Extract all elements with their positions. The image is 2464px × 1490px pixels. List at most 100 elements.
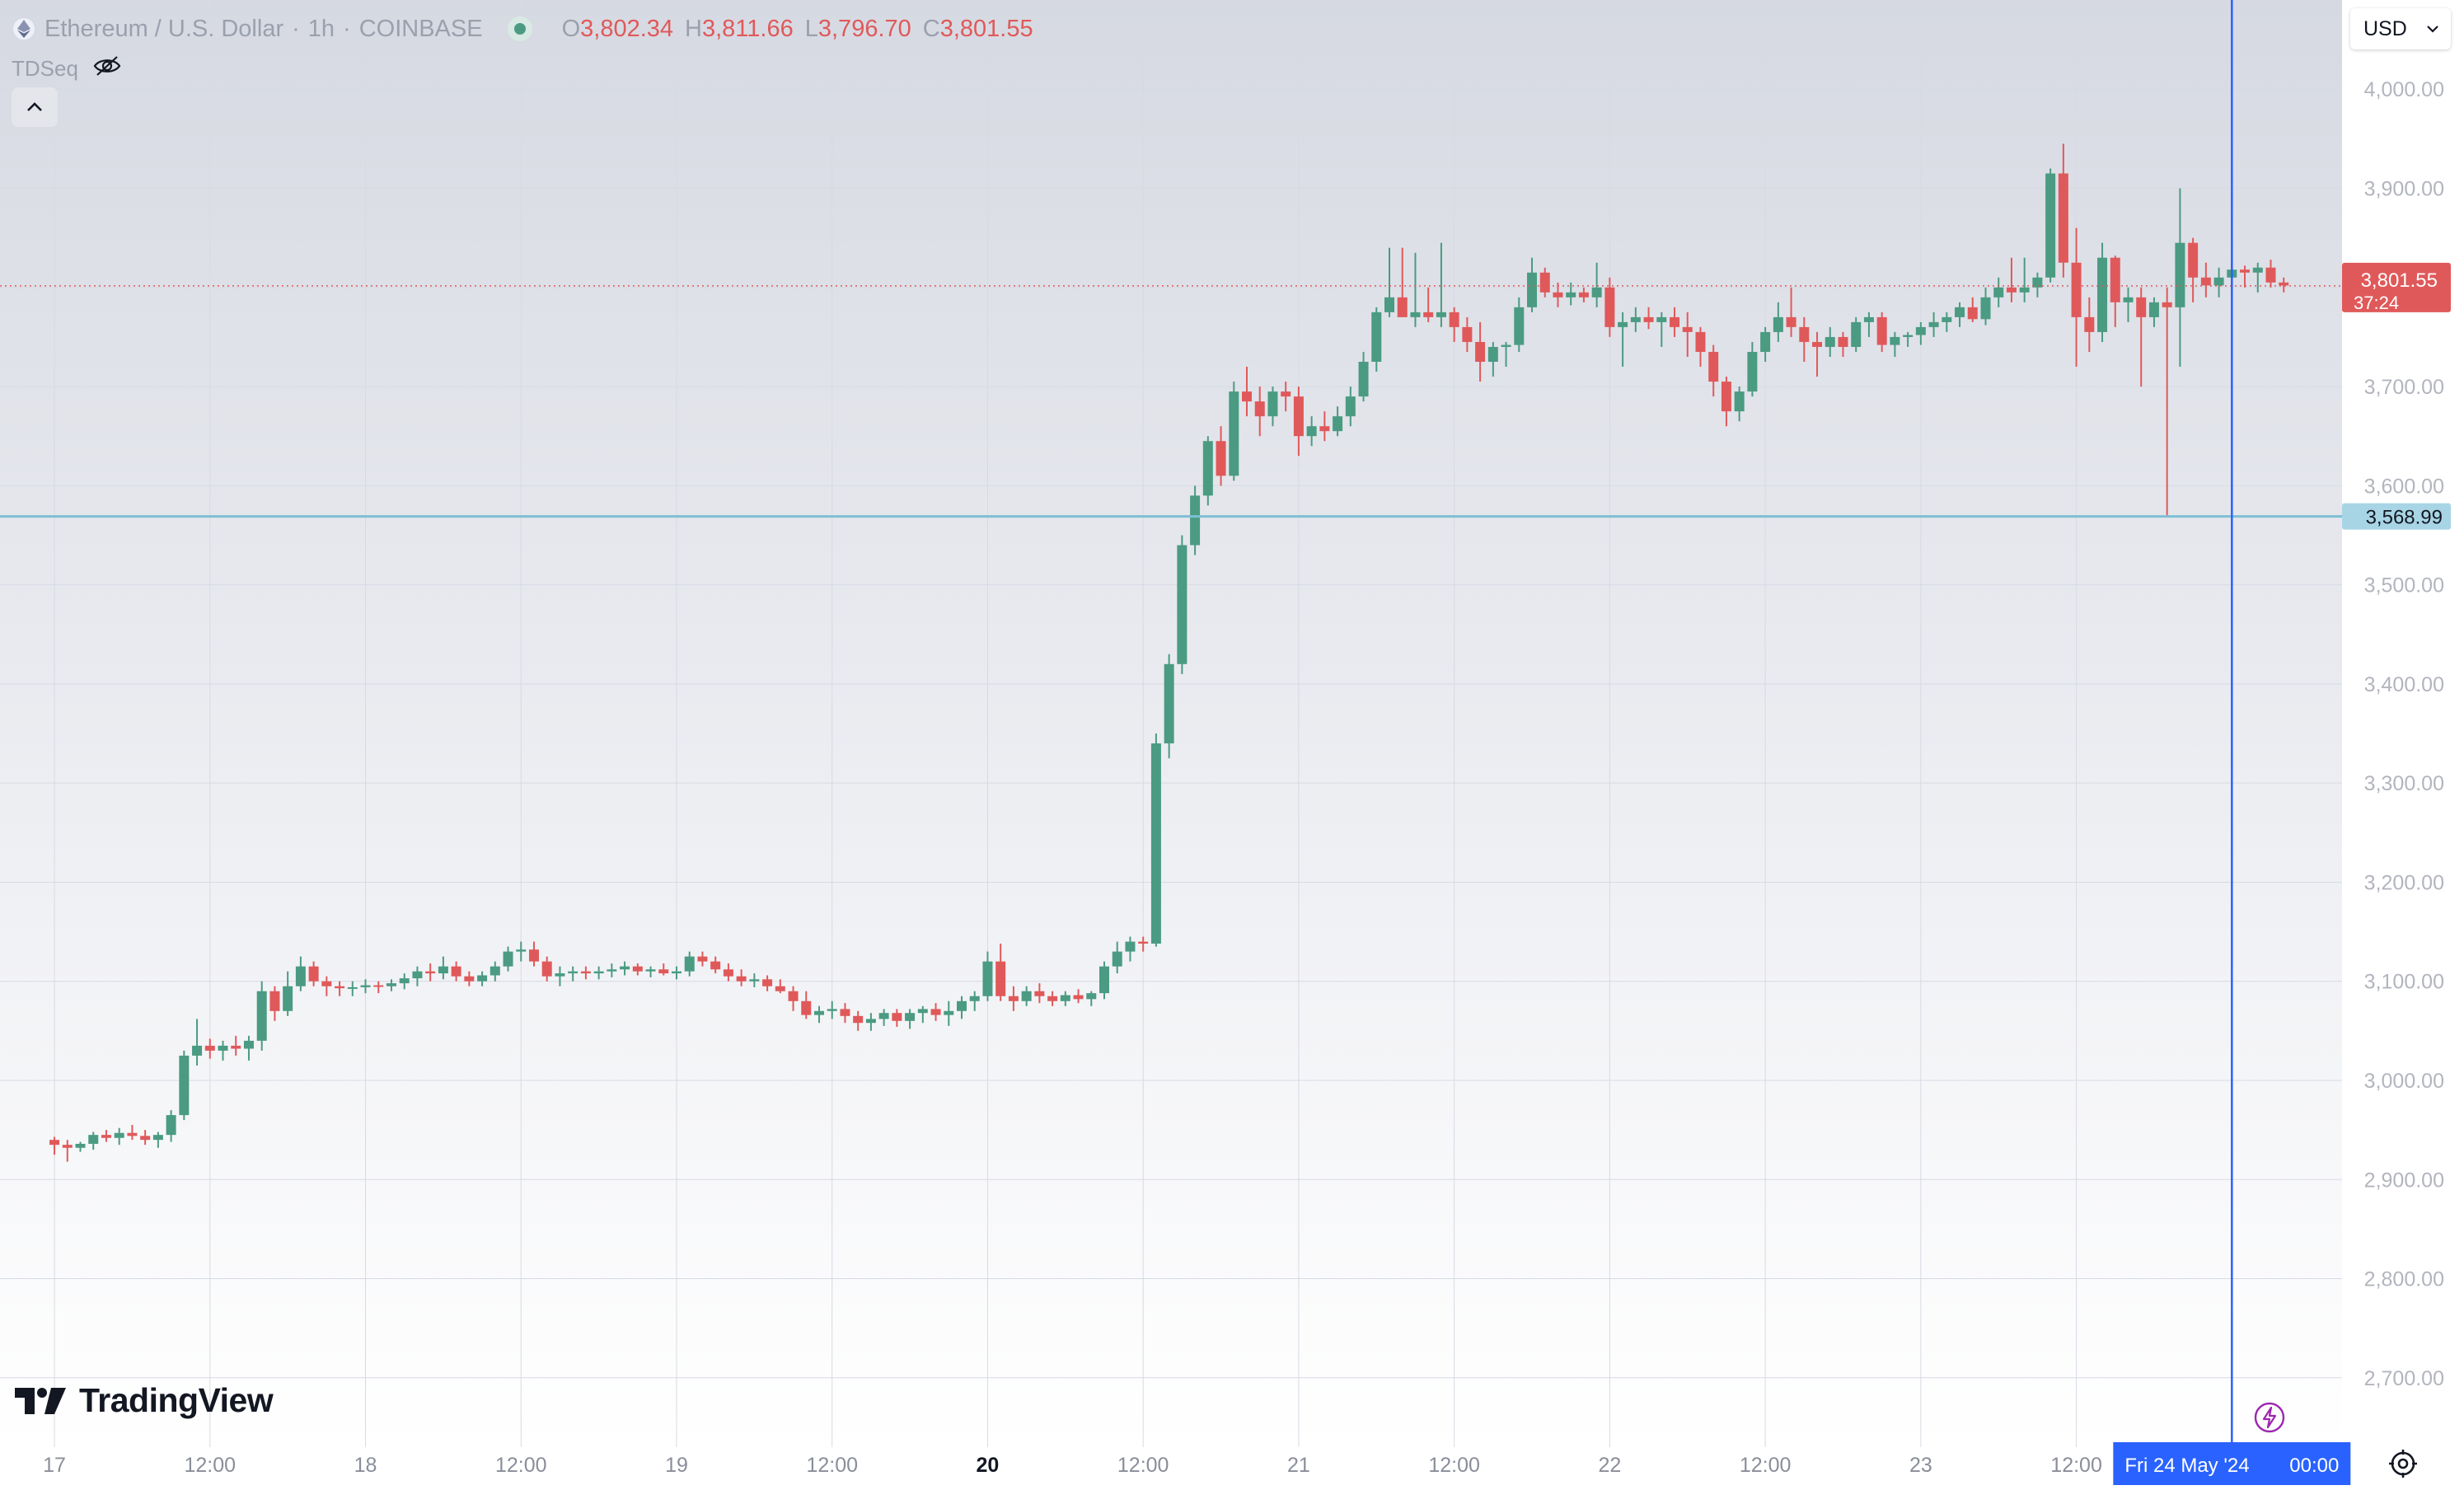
candle	[166, 1110, 176, 1142]
time-axis[interactable]: 17 12:00 18 12:00 19 12:00 20 12:00 21 12:00 22 12:…	[43, 1442, 2351, 1485]
candle	[1812, 331, 1823, 377]
crosshair-time-label: Fri 24 May '24 00:00	[2113, 1442, 2351, 1485]
candle	[1462, 316, 1473, 352]
candle	[2188, 237, 2199, 302]
candle-body	[2200, 277, 2211, 286]
candle	[1345, 387, 1356, 427]
candle-body	[1229, 391, 1239, 476]
candle	[373, 981, 384, 994]
candle-body	[1890, 336, 1900, 345]
currency-select[interactable]: USD	[2350, 8, 2451, 49]
candle-body	[464, 976, 475, 982]
candle	[2071, 227, 2082, 368]
candle-body	[568, 971, 579, 974]
candle-body	[1773, 316, 1783, 332]
last-price-value: 3,801.55	[2361, 269, 2438, 292]
alert-price-box	[2342, 503, 2451, 530]
candle	[1760, 326, 1771, 362]
candle	[555, 966, 565, 986]
candle-body	[127, 1132, 138, 1136]
candle-body	[620, 966, 630, 970]
candle-body	[1566, 292, 1576, 298]
crosshair-time-box	[2113, 1442, 2351, 1485]
candle-body	[1138, 941, 1149, 944]
candle-body	[243, 1040, 254, 1049]
candle-body	[1825, 336, 1835, 347]
candle	[2019, 257, 2030, 302]
alert-price-label: 3,568.99	[2342, 503, 2451, 530]
candle-body	[204, 1045, 215, 1051]
candle	[1333, 406, 1343, 437]
candle	[723, 963, 733, 982]
candle	[2084, 297, 2095, 352]
candle-body	[1202, 441, 1213, 496]
eye-off-icon[interactable]	[93, 54, 121, 83]
candle-body	[1799, 326, 1810, 342]
candle-body	[1436, 312, 1446, 317]
candle	[1747, 341, 1758, 397]
candle-body	[1475, 341, 1486, 362]
candle-body	[1863, 316, 1874, 322]
candle	[399, 973, 410, 990]
candle	[853, 1010, 864, 1031]
collapse-legend-button[interactable]	[12, 87, 58, 127]
interval-label[interactable]: 1h	[307, 15, 335, 42]
candle-body	[775, 986, 785, 991]
candle	[114, 1127, 124, 1146]
candle	[813, 1005, 824, 1024]
market-status-icon[interactable]	[507, 16, 532, 41]
candle	[892, 1009, 902, 1028]
time-tick-label: 12:00	[495, 1454, 547, 1477]
close-key: C	[922, 15, 940, 42]
candle-body	[1591, 287, 1602, 298]
candle-body	[2006, 287, 2017, 293]
lightning-icon[interactable]	[2253, 1401, 2286, 1434]
candle	[905, 1009, 916, 1029]
candle	[1942, 312, 1952, 332]
candle	[360, 979, 371, 994]
candle	[152, 1132, 163, 1148]
candle	[2175, 188, 2185, 368]
candle-body	[2123, 297, 2134, 302]
candle-body	[1423, 312, 1434, 317]
candle	[269, 986, 280, 1021]
candle-body	[1760, 331, 1771, 352]
exchange-label[interactable]: COINBASE	[358, 15, 483, 42]
candle	[1578, 287, 1589, 302]
price-axis[interactable]: 2,700.00 2,800.00 2,900.00 3,000.00 3,100.00…	[2342, 78, 2451, 1390]
indicator-name[interactable]: TDSeq	[12, 56, 78, 81]
candle	[1034, 983, 1045, 1004]
candle	[1630, 307, 1641, 332]
candle-body	[723, 969, 733, 977]
candle-body	[736, 976, 747, 982]
candle	[1876, 312, 1887, 352]
symbol-name[interactable]: Ethereum / U.S. Dollar	[45, 15, 284, 42]
settings-icon[interactable]	[2387, 1447, 2419, 1480]
candle	[503, 946, 513, 972]
candle-body	[840, 1009, 850, 1016]
candle	[2213, 267, 2224, 298]
candle-body	[1630, 316, 1641, 322]
candle-body	[645, 969, 656, 972]
candle-body	[917, 1009, 928, 1014]
candle-body	[140, 1136, 151, 1141]
time-tick-label: 19	[665, 1454, 688, 1477]
candle	[1073, 989, 1084, 1004]
candle-body	[490, 966, 500, 976]
tradingview-logo[interactable]: TradingView	[15, 1381, 274, 1420]
candle-body	[1371, 312, 1382, 362]
candle-body	[166, 1115, 176, 1136]
candle-body	[412, 971, 423, 979]
candle-body	[2110, 257, 2120, 302]
candle	[192, 1019, 203, 1066]
candle-body	[1695, 331, 1706, 352]
price-tick-label: 2,700.00	[2364, 1367, 2444, 1390]
candle-body	[1306, 426, 1317, 437]
candle	[1838, 331, 1848, 357]
time-tick-label: 12:00	[2050, 1454, 2102, 1477]
time-tick-label: 12:00	[185, 1454, 237, 1477]
candle-body	[386, 983, 396, 986]
candle-body	[2097, 257, 2108, 332]
